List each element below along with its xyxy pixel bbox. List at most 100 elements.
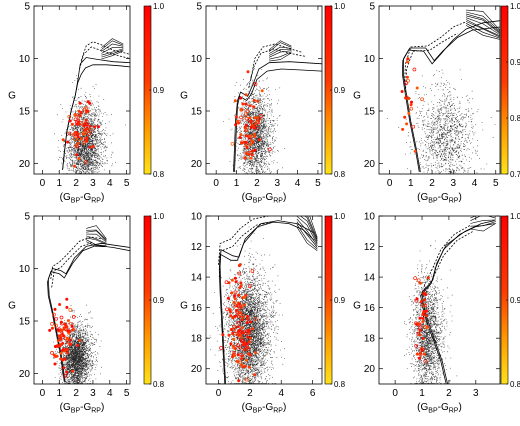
- member-star: [234, 277, 237, 280]
- member-star: [246, 315, 249, 318]
- member-star: [54, 308, 57, 311]
- member-star: [246, 321, 249, 324]
- isochrone-dashed-1: [405, 22, 467, 85]
- member-star: [248, 116, 251, 119]
- y-tick-label: 5: [369, 2, 375, 13]
- member-star: [220, 347, 223, 350]
- member-star: [417, 279, 420, 282]
- member-star: [406, 61, 409, 64]
- y-tick-label: 20: [19, 159, 31, 170]
- member-star: [71, 123, 74, 126]
- member-star: [93, 125, 96, 128]
- member-star: [66, 141, 69, 144]
- member-star: [234, 99, 237, 102]
- member-star: [251, 153, 254, 156]
- member-star: [406, 57, 409, 60]
- axes-frame: [379, 216, 500, 384]
- member-star: [253, 135, 256, 138]
- member-star: [246, 342, 249, 345]
- member-star: [414, 277, 417, 280]
- member-star: [62, 138, 65, 141]
- member-star: [414, 150, 417, 153]
- member-star: [227, 297, 230, 300]
- member-star: [79, 114, 82, 117]
- member-star: [79, 102, 82, 105]
- member-star: [71, 370, 74, 373]
- member-star: [423, 298, 426, 301]
- member-star: [239, 263, 242, 266]
- isochrone-dashed-2: [219, 222, 271, 277]
- colorbar-tick-label: 0.8: [510, 380, 520, 389]
- y-tick-label: 20: [364, 364, 376, 375]
- member-star: [252, 125, 255, 128]
- colorbar-tick-label: 1.0: [334, 212, 346, 221]
- colorbar-tick-label: 1.0: [153, 2, 165, 11]
- member-star: [240, 357, 243, 360]
- member-star: [229, 310, 232, 313]
- colorbar-tick-label: 0.8: [334, 380, 346, 389]
- member-star: [253, 99, 256, 102]
- member-star: [229, 314, 232, 317]
- member-star: [245, 141, 248, 144]
- member-star: [68, 330, 71, 333]
- x-tick-label: 3: [451, 178, 457, 189]
- axes-frame: [379, 6, 500, 174]
- member-star: [233, 354, 236, 357]
- member-star: [230, 291, 233, 294]
- member-star: [59, 358, 62, 361]
- member-star: [239, 311, 242, 314]
- x-tick-label: 0: [213, 178, 219, 189]
- member-star: [250, 157, 253, 160]
- member-star: [251, 327, 254, 330]
- member-star: [75, 153, 78, 156]
- member-star: [92, 145, 95, 148]
- member-star: [85, 128, 88, 131]
- x-axis-label: (GBP-GRP): [417, 192, 462, 205]
- member-star: [62, 366, 65, 369]
- member-star: [232, 316, 235, 319]
- y-tick-label: 18: [364, 334, 376, 345]
- member-star: [422, 337, 425, 340]
- y-tick-label: 14: [191, 273, 203, 284]
- member-star: [237, 325, 240, 328]
- member-star: [228, 334, 231, 337]
- colorbar-tick-label: 1.0: [510, 2, 520, 11]
- member-star: [419, 317, 422, 320]
- member-star: [410, 103, 413, 106]
- member-star: [66, 348, 69, 351]
- plot-area: [219, 41, 322, 175]
- member-star: [249, 354, 252, 357]
- y-tick-label: 16: [364, 303, 376, 314]
- x-tick-label: 4: [278, 388, 284, 399]
- y-tick-label: 18: [191, 334, 203, 345]
- x-tick-label: 1: [419, 388, 425, 399]
- member-star: [85, 119, 88, 122]
- member-star: [66, 352, 69, 355]
- member-star: [256, 100, 259, 103]
- colorbar-tick-label: 0.8: [153, 170, 165, 179]
- isochrone-solid-2: [63, 58, 130, 170]
- member-star: [249, 143, 252, 146]
- colorbar-tick-label: 0.9: [510, 296, 520, 305]
- member-star: [241, 318, 244, 321]
- member-star: [75, 123, 78, 126]
- member-star: [61, 333, 64, 336]
- member-star: [48, 329, 51, 332]
- x-tick-label: 2: [73, 178, 79, 189]
- member-star: [77, 142, 80, 145]
- isochrone-dashed-2: [423, 231, 473, 316]
- member-star: [71, 325, 74, 328]
- member-star: [249, 337, 252, 340]
- member-star: [248, 366, 251, 369]
- member-star: [97, 125, 100, 128]
- member-star: [51, 327, 54, 330]
- member-star: [234, 297, 237, 300]
- member-star: [235, 280, 238, 283]
- member-star: [54, 363, 57, 366]
- y-tick-label: 10: [191, 212, 203, 223]
- y-tick-label: 12: [364, 242, 376, 253]
- member-star: [78, 339, 81, 342]
- x-tick-label: 4: [472, 178, 478, 189]
